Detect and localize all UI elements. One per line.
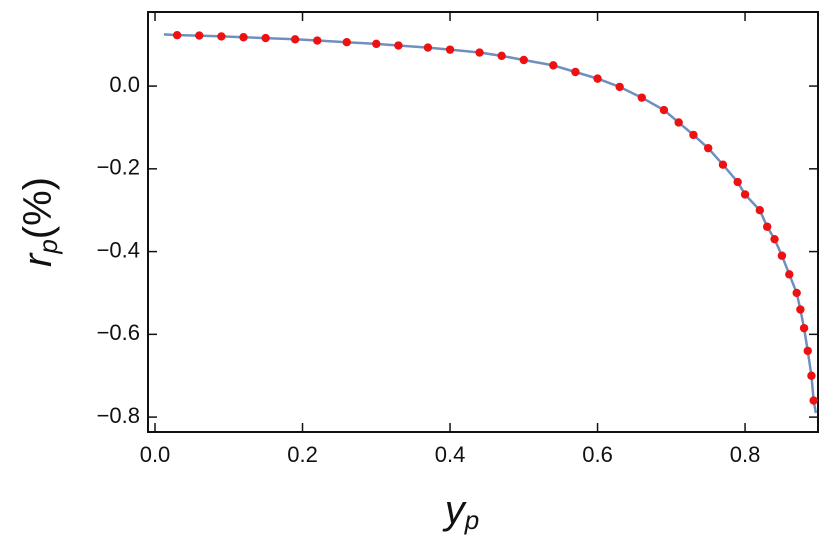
y-tick-label: −0.2 — [97, 155, 140, 180]
data-point — [733, 177, 742, 187]
y-tick-label: 0.0 — [109, 72, 140, 97]
data-point — [703, 143, 713, 153]
data-point — [475, 48, 484, 57]
data-point — [290, 35, 300, 44]
data-point — [740, 190, 750, 199]
data-point — [770, 234, 779, 244]
data-point — [792, 288, 801, 298]
data-point — [637, 93, 646, 102]
plot-frame — [147, 11, 819, 433]
data-point — [497, 51, 506, 61]
fit-line — [163, 33, 818, 414]
x-tick-label: 0.2 — [287, 442, 318, 467]
data-point — [172, 30, 182, 40]
y-axis-label-sub: p — [33, 239, 63, 254]
data-point — [689, 130, 698, 140]
y-axis-label: rp(%) — [16, 177, 63, 267]
y-axis-label-main: r — [16, 252, 60, 267]
data-point — [445, 45, 455, 54]
data-point — [615, 82, 624, 92]
data-point — [313, 36, 322, 45]
data-point — [755, 206, 765, 215]
data-point — [796, 305, 805, 314]
data-point — [342, 38, 351, 47]
x-tick-label: 0.0 — [140, 442, 171, 467]
data-point — [549, 61, 558, 70]
x-tick-label: 0.4 — [435, 442, 466, 467]
data-point — [674, 118, 683, 127]
data-point — [239, 33, 248, 42]
data-point — [777, 251, 787, 260]
data-point — [195, 31, 204, 40]
data-point — [593, 74, 602, 83]
x-axis-label: yp — [442, 488, 479, 535]
data-point — [423, 43, 433, 52]
data-point — [217, 32, 226, 41]
data-point — [659, 105, 669, 115]
x-axis-label-main: y — [442, 488, 468, 532]
data-point — [394, 41, 403, 50]
data-point — [807, 371, 816, 380]
data-point — [809, 396, 818, 405]
y-tick-label: −0.6 — [97, 320, 140, 345]
y-tick-label: −0.4 — [97, 237, 140, 262]
data-point — [372, 39, 381, 49]
x-tick-label: 0.8 — [730, 442, 761, 467]
y-tick-label: −0.8 — [97, 403, 140, 428]
y-axis-label-suffix: (%) — [16, 177, 60, 239]
data-point — [803, 346, 812, 356]
data-point — [571, 67, 580, 77]
data-point — [785, 270, 794, 279]
x-tick-label: 0.6 — [582, 442, 613, 467]
x-axis-label-sub: p — [464, 505, 479, 535]
data-point — [261, 33, 270, 43]
data-point — [799, 323, 809, 333]
data-point — [519, 55, 528, 65]
data-point — [718, 160, 728, 169]
data-point — [762, 222, 772, 231]
